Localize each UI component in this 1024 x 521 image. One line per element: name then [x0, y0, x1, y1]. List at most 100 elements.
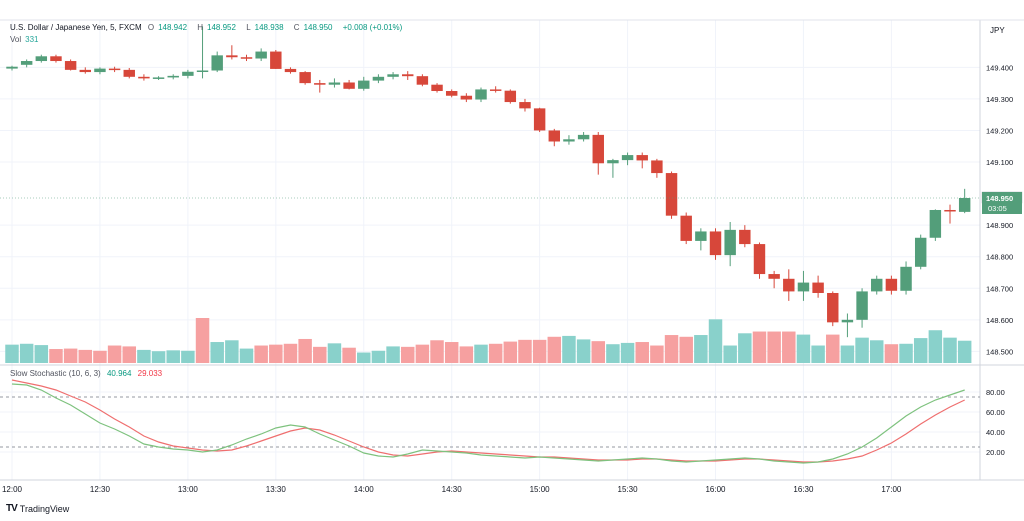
volume-bar	[943, 337, 957, 363]
candle-down	[592, 134, 604, 164]
volume-bar	[444, 342, 459, 363]
symbol-title[interactable]: U.S. Dollar / Japanese Yen, 5, FXCM	[10, 23, 142, 32]
candle-up	[621, 155, 634, 161]
volume-bar	[869, 340, 884, 363]
candle-down	[226, 55, 238, 58]
candle-up	[475, 89, 487, 100]
time-tick-label: 16:00	[705, 485, 726, 494]
candle-down	[314, 83, 326, 85]
volume-bar	[928, 330, 943, 363]
candle-down	[270, 51, 282, 69]
volume-bar	[664, 335, 679, 363]
candle-down	[665, 173, 678, 216]
candle-down	[108, 68, 121, 71]
volume-bar	[327, 343, 342, 363]
volume-bar	[78, 349, 93, 363]
volume-legend[interactable]: Vol 331	[10, 35, 42, 44]
candle-up	[152, 77, 165, 79]
price-tick-label: 149.100	[986, 158, 1013, 167]
volume-bar	[239, 348, 254, 363]
time-tick-label: 12:00	[2, 485, 23, 494]
stoch-k-value: 40.964	[106, 369, 132, 378]
candle-down	[548, 130, 561, 142]
volume-bar	[19, 343, 34, 363]
candle-down	[123, 69, 135, 77]
volume-bar	[767, 331, 781, 363]
volume-bar	[269, 344, 283, 363]
low-value: 148.938	[254, 23, 284, 32]
time-tick-label: 14:30	[442, 485, 463, 494]
volume-bar	[225, 340, 239, 363]
volume-bar	[93, 350, 107, 363]
candle-up	[372, 76, 385, 81]
candle-up	[577, 134, 590, 140]
volume-bar	[5, 344, 19, 363]
volume-bar	[840, 345, 855, 363]
candle-down	[284, 68, 297, 73]
open-label: O	[147, 23, 155, 32]
price-tick-label: 148.900	[986, 221, 1013, 230]
candlesticks	[6, 26, 971, 338]
candle-down	[768, 274, 780, 279]
candle-up	[94, 68, 106, 73]
stoch-legend[interactable]: Slow Stochastic (10, 6, 3) 40.964 29.033	[10, 369, 166, 378]
candle-down	[445, 91, 458, 96]
time-axis[interactable]: 12:00 12:30 13:00 13:30 14:00 14:30 15:00 15:30…	[2, 485, 902, 494]
time-tick-label: 12:30	[90, 485, 111, 494]
volume-bar	[899, 343, 913, 363]
candle-down	[299, 72, 311, 84]
price-tick-label: 149.400	[986, 63, 1013, 72]
candle-up	[900, 266, 912, 291]
volume-bar	[371, 350, 386, 363]
volume-bar	[195, 318, 210, 363]
stoch-label: Slow Stochastic (10, 6, 3)	[10, 369, 101, 378]
candle-up	[724, 229, 736, 256]
candle-up	[607, 160, 619, 164]
volume-bar	[884, 344, 899, 363]
volume-bar	[518, 339, 532, 363]
volume-bar	[913, 338, 928, 363]
candle-down	[680, 215, 692, 241]
candle-up	[6, 66, 18, 69]
stoch-d-line	[11, 379, 965, 463]
candle-up	[167, 75, 179, 78]
candle-down	[50, 56, 62, 62]
candle-down	[827, 292, 839, 323]
candle-down	[812, 282, 824, 293]
volume-bar	[796, 334, 811, 363]
volume-label: Vol	[10, 35, 22, 44]
volume-bar	[430, 340, 444, 363]
grid-lines	[0, 19, 1024, 481]
candle-up	[841, 319, 854, 323]
candle-up	[35, 56, 48, 62]
volume-bar	[826, 334, 840, 363]
volume-bar	[503, 341, 518, 363]
volume-bar	[811, 345, 825, 363]
volume-bar	[400, 346, 415, 363]
candle-down	[651, 160, 663, 174]
volume-bar	[532, 339, 547, 363]
volume-bar	[855, 337, 869, 363]
volume-bar	[547, 336, 562, 363]
volume-bar	[957, 340, 972, 363]
candle-down	[343, 82, 355, 89]
candle-up	[929, 209, 942, 238]
tradingview-logo-icon: TV	[6, 503, 18, 514]
symbol-legend: U.S. Dollar / Japanese Yen, 5, FXCM O 148…	[10, 23, 406, 32]
price-axis[interactable]: 149.400 149.300 149.200 149.100 148.900 148.8…	[986, 63, 1013, 457]
time-tick-label: 15:30	[618, 485, 639, 494]
price-tick-label: 148.800	[986, 253, 1013, 262]
volume-bar	[386, 346, 400, 363]
candle-up	[563, 139, 575, 142]
volume-bar	[415, 344, 430, 363]
candle-down	[533, 108, 546, 131]
tradingview-brand[interactable]: TV TradingView	[6, 503, 69, 514]
price-tick-label: 149.300	[986, 95, 1013, 104]
change-value: +0.008 (+0.01%)	[342, 23, 403, 32]
close-value: 148.950	[303, 23, 333, 32]
candle-down	[753, 244, 766, 275]
time-tick-label: 15:00	[530, 485, 551, 494]
volume-bar	[181, 350, 195, 363]
